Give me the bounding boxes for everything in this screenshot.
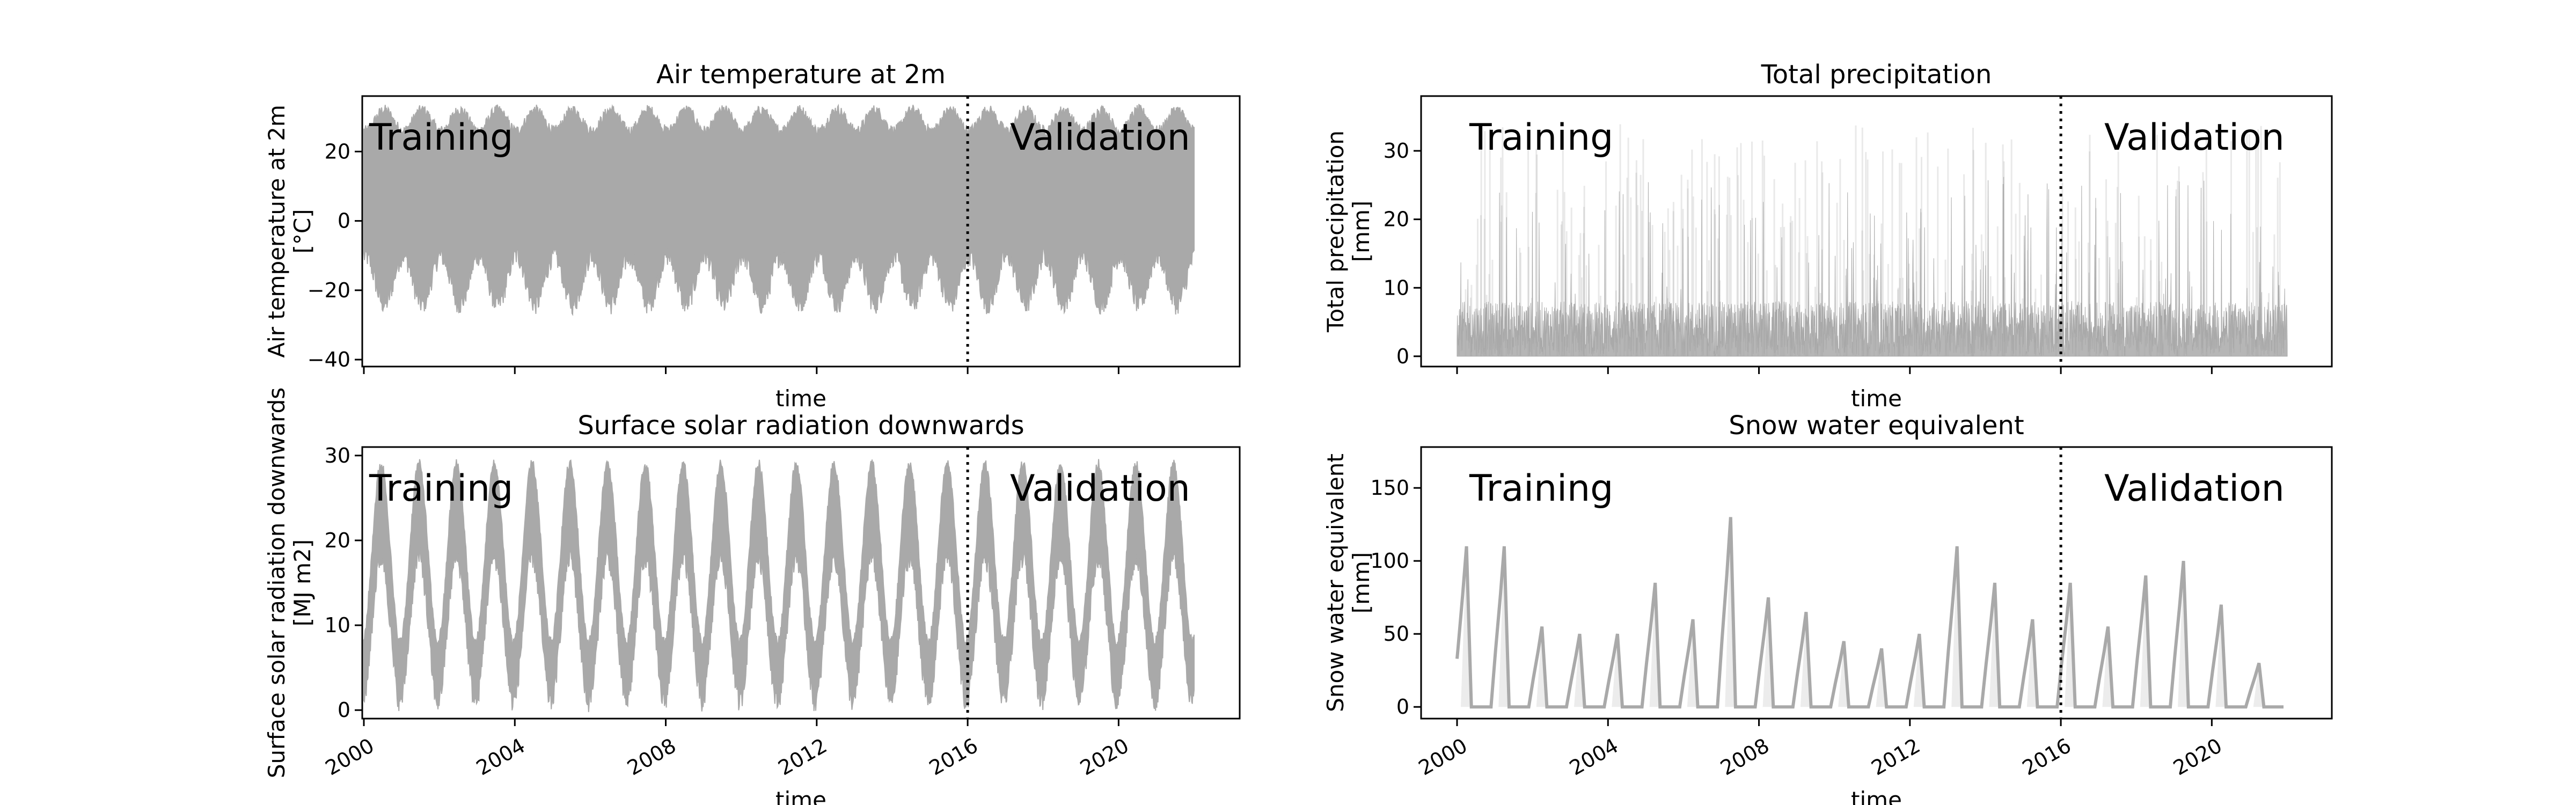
y-tick-label: 0 (1396, 345, 1409, 368)
plot-area (1455, 517, 2284, 709)
y-tick-label: 30 (1384, 139, 1409, 163)
y-tick-label: −20 (308, 279, 350, 302)
x-tick-label: 2004 (1565, 734, 1622, 780)
chart-panel-2: Total precipitation time Total precipitati… (1322, 60, 2333, 412)
y-tick-label: 0 (338, 209, 350, 233)
y-tick-label: 30 (325, 444, 350, 467)
x-tick-label: 2000 (1415, 734, 1472, 780)
validation-label: Validation (1010, 116, 1190, 159)
y-axis-label: Air temperature at 2m[°C] (264, 105, 316, 358)
training-label: Training (369, 467, 513, 510)
chart-panel-3: Surface solar radiation downwardstimeSur… (264, 387, 1241, 805)
y-axis-label: Snow water equivalent[mm] (1322, 453, 1374, 712)
x-tick-label: 2016 (925, 734, 982, 780)
chart-title: Air temperature at 2m (656, 60, 946, 90)
x-tick-label: 2000 (321, 734, 378, 780)
validation-label: Validation (2104, 116, 2285, 159)
axes-frame (361, 446, 1241, 720)
x-axis-label: time (775, 385, 826, 412)
series-band (363, 459, 1195, 712)
x-tick-label: 2012 (1868, 734, 1924, 780)
plot-area (363, 459, 1195, 712)
y-tick-label: 0 (1396, 695, 1409, 719)
training-label: Training (1469, 467, 1613, 510)
x-tick-label: 2008 (1716, 734, 1773, 780)
x-tick-label: 2004 (472, 734, 529, 780)
y-tick-label: 20 (325, 529, 350, 552)
chart-panel-1: Air temperature at 2m time Air temperature… (264, 60, 1241, 412)
x-axis-label: time (775, 787, 826, 805)
chart-panel-4: Snow water equivalent time Snow water equi… (1322, 411, 2333, 805)
y-tick-label: 20 (325, 140, 350, 163)
plot-area (1457, 124, 2288, 357)
axes-frame (1420, 446, 2333, 720)
y-tick-label: 50 (1384, 622, 1409, 646)
series-band (363, 104, 1195, 317)
chart-title: Surface solar radiation downwards (577, 411, 1024, 441)
chart-title: Total precipitation (1761, 60, 1992, 90)
plot-area (363, 104, 1195, 317)
y-axis-label: Surface solar radiation downwards[MJ m2] (264, 387, 316, 778)
y-tick-label: 10 (1384, 276, 1409, 299)
x-tick-label: 2020 (1076, 734, 1133, 780)
x-tick-label: 2012 (774, 734, 831, 780)
x-tick-label: 2020 (2169, 734, 2226, 780)
y-tick-label: 100 (1370, 549, 1409, 573)
x-tick-label: 2016 (2018, 734, 2075, 780)
y-tick-label: 10 (325, 613, 350, 637)
series-line (1455, 517, 2284, 709)
y-axis-label: Total precipitation[mm] (1322, 130, 1374, 333)
x-axis-label: time (1851, 385, 1902, 412)
validation-label: Validation (2104, 467, 2285, 510)
axes-frame (361, 95, 1241, 368)
chart-title: Snow water equivalent (1729, 411, 2024, 441)
axes-frame (1420, 95, 2333, 368)
x-axis-label: time (1851, 787, 1902, 805)
y-tick-label: 20 (1384, 208, 1409, 231)
y-tick-label: 150 (1370, 476, 1409, 500)
y-tick-label: −40 (308, 348, 350, 371)
y-tick-label: 0 (338, 698, 350, 722)
training-label: Training (369, 116, 513, 159)
x-tick-label: 2008 (623, 734, 680, 780)
validation-label: Validation (1010, 467, 1190, 510)
series-area (1457, 177, 2288, 357)
training-label: Training (1469, 116, 1613, 159)
